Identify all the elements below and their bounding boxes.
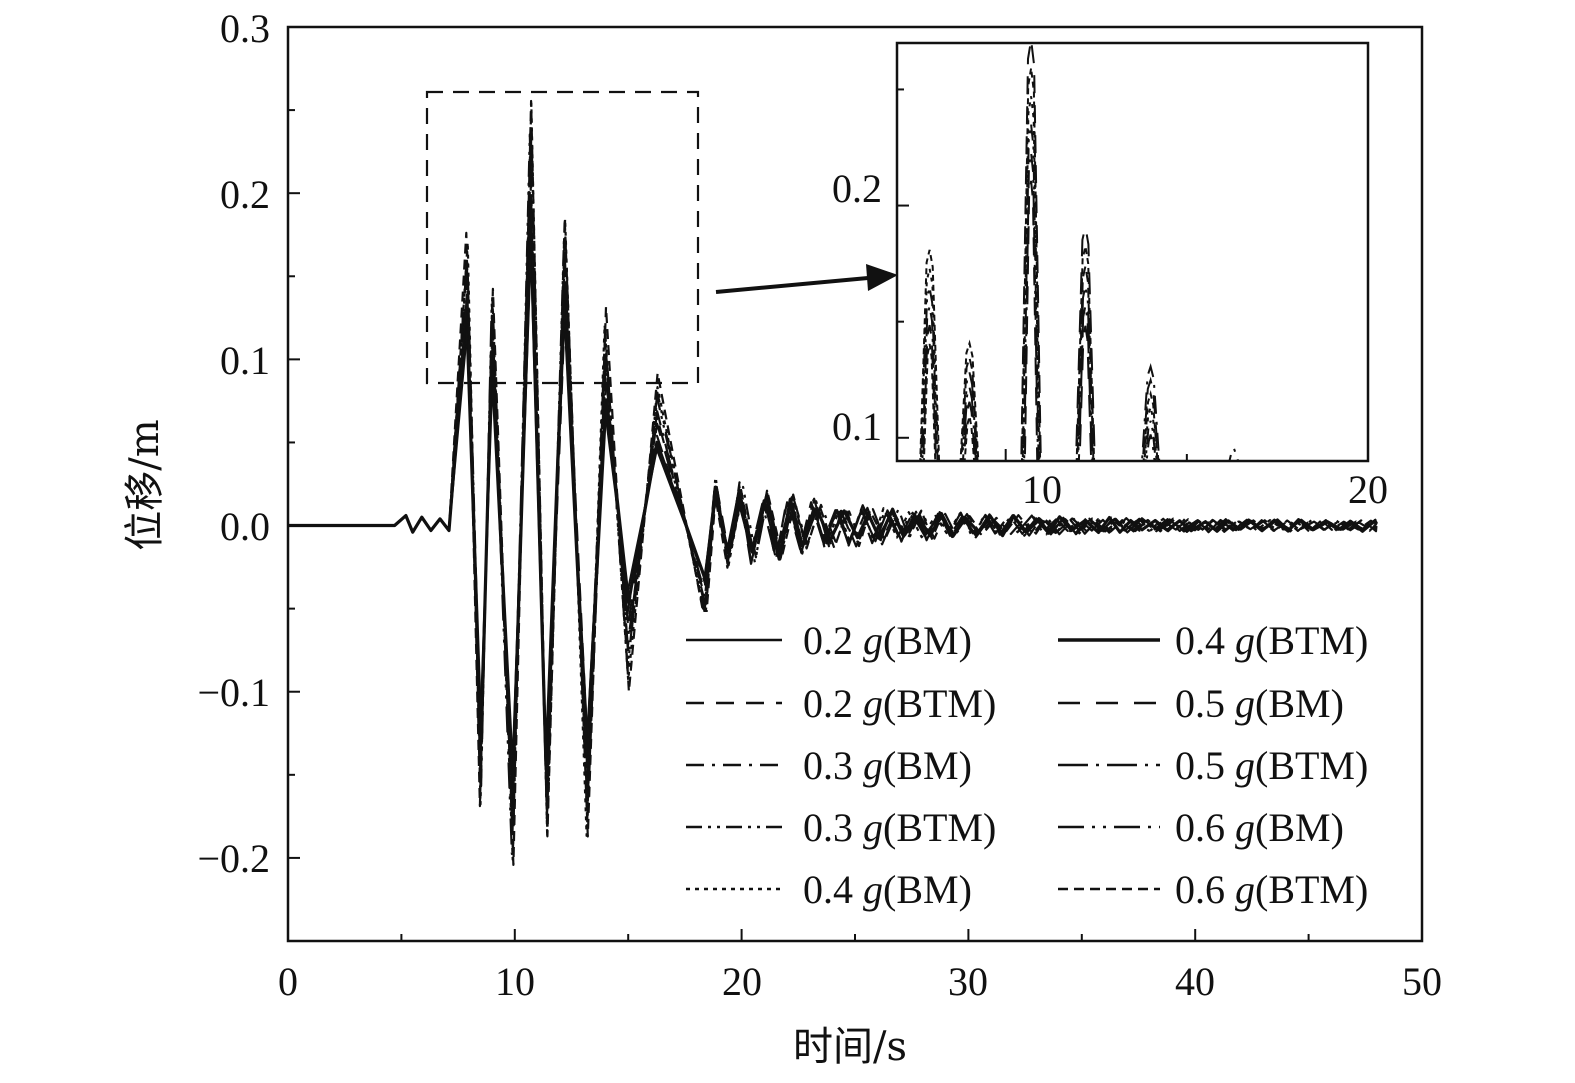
inset-series-line xyxy=(1021,96,1041,461)
legend-label: 0.6 g(BM) xyxy=(1175,805,1344,850)
inset-frame xyxy=(895,41,1370,463)
inset-series-line xyxy=(1225,468,1242,484)
legend-label: 0.3 g(BTM) xyxy=(803,805,996,850)
inset-series-line xyxy=(1143,403,1158,461)
inset-series-line xyxy=(920,287,939,461)
x-tick-label: 50 xyxy=(1402,959,1442,1004)
y-tick-label: −0.1 xyxy=(197,670,270,715)
legend-label: 0.2 g(BM) xyxy=(803,618,972,663)
series-line xyxy=(288,99,1378,866)
inset-y-tick-label: 0.1 xyxy=(832,404,882,449)
inset-series-line xyxy=(1227,484,1242,495)
x-tick-label: 20 xyxy=(722,959,762,1004)
inset-series-line xyxy=(1074,226,1096,461)
y-tick-label: 0.3 xyxy=(220,6,270,51)
inset-series-line xyxy=(1078,325,1093,461)
inset-series-line xyxy=(1145,434,1156,461)
x-tick-label: 0 xyxy=(278,959,298,1004)
x-axis-title: 时间/s xyxy=(793,1024,907,1070)
inset-series-line xyxy=(1226,478,1242,486)
inset-series-line xyxy=(960,354,979,461)
inset-series-line xyxy=(1077,285,1094,461)
legend-label: 0.3 g(BM) xyxy=(803,743,972,788)
inset-y-tick-label: 0.2 xyxy=(832,166,882,211)
y-tick-label: −0.2 xyxy=(197,836,270,881)
zoom-box xyxy=(425,90,700,385)
inset-x-tick-label: 10 xyxy=(1022,467,1062,512)
legend-label: 0.5 g(BTM) xyxy=(1175,743,1368,788)
main-ticks xyxy=(287,26,1423,941)
y-tick-label: 0.2 xyxy=(220,172,270,217)
inset-series-line xyxy=(1075,246,1096,461)
inset-series-line xyxy=(959,339,980,461)
legend-label: 0.4 g(BM) xyxy=(803,867,972,912)
legend-label: 0.4 g(BTM) xyxy=(1175,618,1368,663)
zoom-arrow-head xyxy=(866,264,898,291)
inset-series-line xyxy=(1141,363,1161,461)
legend: 0.2 g(BM) 0.4 g(BTM) 0.2 g(BTM) 0.5 g(BM… xyxy=(682,612,1417,922)
series-line xyxy=(288,190,1378,813)
inset-series-line xyxy=(1020,43,1042,461)
y-axis-title: 位移/m xyxy=(122,419,168,550)
inset-series-line xyxy=(922,343,937,461)
y-tick-label: 0.0 xyxy=(220,504,270,549)
inset-series-line xyxy=(1020,67,1042,461)
inset-series-line xyxy=(963,416,976,461)
inset-series-line xyxy=(919,249,941,461)
series-line xyxy=(288,160,1378,825)
data-layer xyxy=(288,99,1379,866)
inset-series-line xyxy=(1142,390,1159,461)
y-tick-label: 0.1 xyxy=(220,338,270,383)
zoom-arrow-line xyxy=(715,276,869,294)
inset-background xyxy=(897,43,1368,461)
inset-series-line xyxy=(1227,484,1240,505)
legend-label: 0.6 g(BTM) xyxy=(1175,867,1368,912)
inset-series-line xyxy=(1144,420,1157,461)
legend-label: 0.5 g(BM) xyxy=(1175,681,1344,726)
legend-label: 0.2 g(BTM) xyxy=(803,681,996,726)
x-tick-label: 40 xyxy=(1175,959,1215,1004)
inset-series-line xyxy=(1076,266,1095,461)
x-tick-label: 10 xyxy=(495,959,535,1004)
legend-background xyxy=(682,612,1417,922)
x-tick-label: 30 xyxy=(948,959,988,1004)
inset-ticks xyxy=(897,88,1369,461)
inset-data-layer xyxy=(919,43,1242,505)
inset-x-tick-label: 20 xyxy=(1348,467,1388,512)
